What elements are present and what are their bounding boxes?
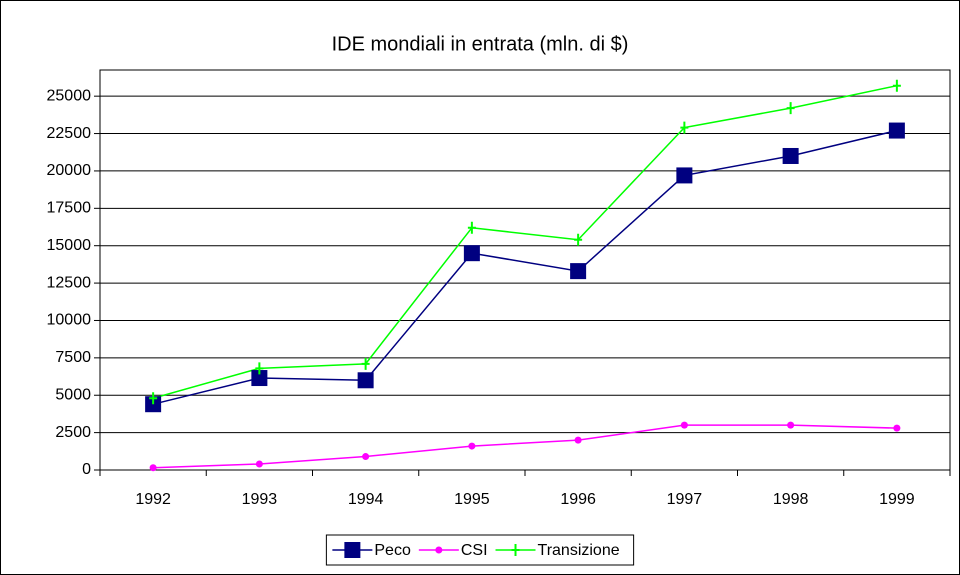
y-tick-label: 12500	[47, 274, 92, 291]
legend-item: CSI	[418, 542, 488, 559]
marker	[435, 546, 443, 554]
marker	[463, 245, 480, 262]
marker	[251, 370, 268, 387]
x-tick-label: 1998	[773, 491, 809, 508]
chart-title: IDE mondiali in entrata (mln. di $)	[332, 33, 629, 55]
legend-label: Transizione	[538, 542, 620, 559]
plot-area	[99, 69, 951, 471]
legend-box	[325, 534, 635, 566]
marker	[149, 464, 157, 472]
marker	[344, 542, 361, 558]
x-tick-label: 1995	[454, 491, 490, 508]
series-line	[152, 129, 898, 405]
y-tick-label: 17500	[47, 200, 92, 217]
marker	[357, 372, 374, 389]
x-tick-label: 1999	[879, 491, 915, 508]
x-tick-label: 1996	[560, 491, 596, 508]
marker	[680, 421, 688, 429]
marker	[680, 121, 689, 134]
series-line	[153, 424, 897, 469]
marker	[574, 233, 583, 246]
marker	[676, 167, 693, 184]
marker	[255, 362, 264, 375]
series-line	[152, 84, 898, 399]
legend-label: Peco	[374, 542, 411, 559]
x-tick-label: 1997	[667, 491, 703, 508]
legend-item: Transizione	[495, 542, 620, 559]
y-tick-label: 7500	[55, 349, 91, 366]
legend: Peco CSI Transizione	[325, 534, 635, 566]
y-tick-label: 10000	[47, 312, 92, 329]
legend-label: CSI	[461, 542, 488, 559]
y-tick-label: 0	[82, 461, 91, 478]
y-tick-label: 22500	[47, 125, 92, 142]
marker	[574, 436, 582, 444]
marker	[570, 263, 587, 280]
marker	[893, 424, 901, 432]
marker	[782, 147, 799, 164]
marker	[511, 544, 520, 556]
y-tick-label: 5000	[55, 386, 91, 403]
marker	[362, 453, 370, 461]
marker	[361, 357, 370, 370]
y-tick-label: 25000	[47, 87, 92, 104]
marker	[255, 460, 263, 468]
marker	[468, 442, 476, 450]
marker	[149, 392, 158, 405]
marker	[892, 79, 901, 92]
marker	[888, 122, 905, 139]
y-tick-label: 20000	[47, 162, 92, 179]
y-tick-label: 2500	[55, 424, 91, 441]
marker	[786, 102, 795, 115]
marker	[467, 221, 476, 234]
x-tick-label: 1994	[348, 491, 384, 508]
marker	[787, 421, 795, 429]
legend-item: Peco	[332, 542, 411, 559]
y-tick-label: 15000	[47, 237, 92, 254]
x-tick-label: 1993	[242, 491, 278, 508]
x-tick-label: 1992	[135, 491, 171, 508]
